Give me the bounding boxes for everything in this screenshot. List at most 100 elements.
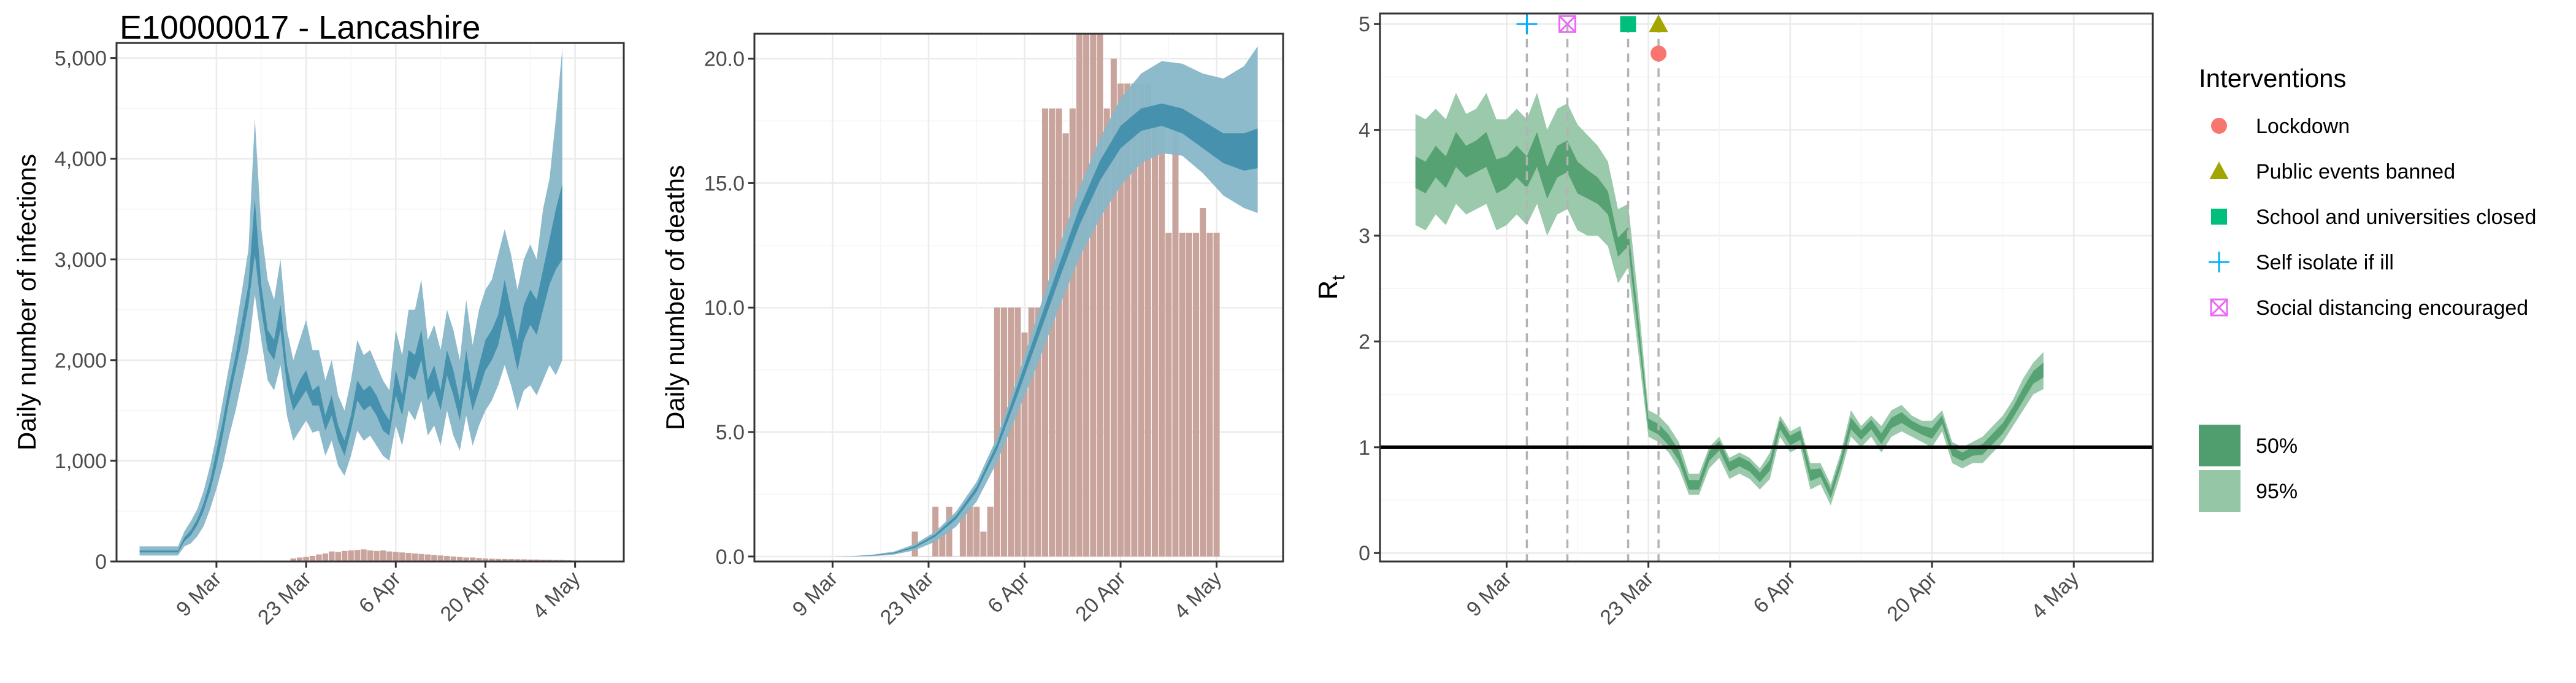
y-tick-label: 4 [1359, 119, 1370, 142]
legend-key-plus [2209, 252, 2229, 272]
observed-bar [1014, 307, 1021, 557]
y-tick-label: 3 [1359, 225, 1370, 248]
y-tick-label: 1 [1359, 436, 1370, 460]
observed-bar [418, 554, 424, 561]
observed-bar [521, 559, 527, 561]
y-tick-label: 2 [1359, 330, 1370, 353]
observed-bar [1083, 34, 1090, 557]
x-axis: 9 Mar 23 Mar 6 Apr 20 Apr 4 May [172, 561, 585, 629]
observed-bar [1103, 108, 1110, 557]
observed-bar [303, 557, 309, 561]
rt-panel: 0 1 2 3 4 5 9 Mar 23 Mar 6 Apr 20 Apr 4 May Rt [1313, 12, 2154, 629]
legend-key-square [2211, 209, 2227, 225]
x-tick-label: 20 Apr [436, 567, 495, 626]
y-tick-label: 5.0 [716, 421, 745, 444]
legend-label: Self isolate if ill [2256, 251, 2394, 274]
observed-bar [386, 551, 393, 561]
observed-bar [431, 555, 437, 561]
ribbon-50 [784, 103, 1258, 557]
observed-bar [1069, 108, 1076, 557]
observed-bar [469, 557, 476, 561]
observed-bar [335, 552, 341, 561]
observed-bar [361, 549, 367, 561]
observed-bar [1097, 34, 1103, 557]
observed-bar [1159, 108, 1165, 557]
x-tick-label: 9 Mar [172, 567, 226, 621]
observed-bar [1062, 133, 1069, 557]
observed-bar [348, 550, 354, 561]
legend-band-label: 95% [2256, 480, 2298, 503]
observed-bar [1090, 34, 1097, 557]
x-tick-label: 4 May [1170, 567, 1226, 623]
observed-bar [1179, 233, 1186, 557]
ribbon-95 [784, 46, 1258, 557]
observed-bar [1131, 83, 1138, 557]
observed-bar [495, 558, 502, 561]
observed-bar [967, 506, 973, 557]
legend-title: Interventions [2199, 64, 2346, 93]
y-axis-title-sub: t [1328, 275, 1349, 280]
observed-bar [374, 550, 380, 561]
observed-bar [534, 559, 540, 561]
intervention-circle [1650, 45, 1667, 62]
observed-bar [316, 554, 322, 561]
x-tick-label: 4 May [2027, 567, 2083, 623]
y-tick-label: 0 [95, 550, 107, 574]
observed-bar [1124, 83, 1131, 557]
x-tick-label: 9 Mar [788, 567, 842, 621]
observed-bar [980, 531, 987, 557]
x-tick-label: 6 Apr [1749, 567, 1800, 618]
ribbon-95 [1415, 93, 2044, 506]
x-tick-label: 4 May [528, 567, 585, 623]
y-tick-label: 20.0 [704, 48, 745, 71]
intervention-triangle [1649, 14, 1668, 33]
y-axis-title: Daily number of deaths [661, 165, 689, 430]
y-axis-title: Daily number of infections [12, 154, 41, 450]
observed-bar [1186, 233, 1192, 557]
deaths-panel: 0.0 5.0 10.0 15.0 20.0 9 Mar 23 Mar 6 Apr 20 Apr… [661, 33, 1284, 629]
observed-bar [994, 307, 1000, 557]
y-axis: 0 1,000 2,000 3,000 4,000 5,000 [55, 47, 117, 574]
observed-bar [1138, 83, 1144, 557]
x-tick-label: 20 Apr [1071, 567, 1130, 626]
observed-bar [1192, 233, 1200, 557]
legend-label: Lockdown [2256, 115, 2350, 138]
observed-bar [1110, 58, 1117, 557]
observed-bar [290, 558, 296, 561]
observed-bar [1008, 307, 1014, 557]
observed-bar [482, 558, 489, 561]
intervention-square [1620, 16, 1636, 33]
observed-bar [987, 506, 994, 557]
x-tick-label: 9 Mar [1462, 567, 1516, 621]
observed-bar [309, 555, 316, 561]
observed-bar [932, 506, 939, 557]
observed-bar [354, 550, 361, 561]
observed-bar [1172, 108, 1179, 557]
observed-bar [329, 551, 335, 561]
legend-label: Public events banned [2256, 160, 2455, 183]
x-tick-label: 23 Mar [253, 567, 316, 630]
y-axis-title-main: R [1313, 280, 1343, 300]
y-axis: 0 1 2 3 4 5 [1359, 13, 1380, 565]
observed-bar [367, 550, 374, 561]
y-tick-label: 3,000 [55, 249, 107, 272]
x-tick-label: 6 Apr [355, 567, 405, 618]
observed-bar [508, 559, 514, 561]
y-tick-label: 2,000 [55, 349, 107, 372]
plot-border [115, 42, 625, 563]
observed-bar [1035, 307, 1041, 557]
observed-bar [527, 559, 534, 561]
observed-bar [444, 555, 450, 561]
observed-bar [380, 550, 386, 561]
observed-bar [946, 506, 953, 557]
legend-band-label: 50% [2256, 434, 2298, 458]
observed-bar [1151, 108, 1158, 557]
legend-label: School and universities closed [2256, 206, 2536, 229]
observed-bar [1165, 233, 1172, 557]
gridlines [1380, 14, 2153, 561]
observed-bar [973, 506, 980, 557]
observed-bar [1028, 307, 1035, 557]
observed-bar [437, 555, 444, 561]
observed-bar [1117, 83, 1124, 557]
